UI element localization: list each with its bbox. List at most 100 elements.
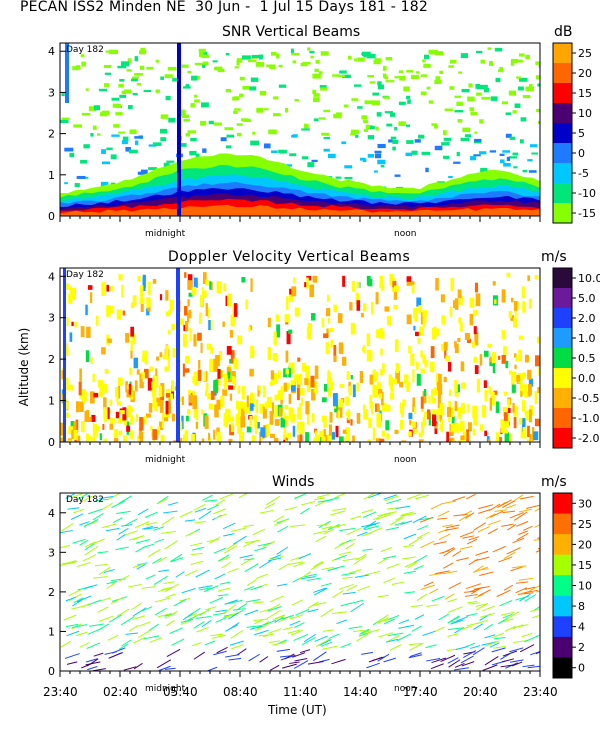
wind-barb <box>361 523 377 528</box>
doppler-cell <box>135 413 138 422</box>
doppler-cell <box>300 421 305 434</box>
doppler-cell <box>119 410 125 415</box>
doppler-cell <box>479 354 483 366</box>
colorbar-swatch <box>553 554 572 576</box>
colorbar-label: 30 <box>578 497 592 510</box>
doppler-cell <box>218 370 224 378</box>
snr-cell <box>420 74 428 77</box>
doppler-cell <box>301 397 304 406</box>
doppler-cell <box>476 378 481 393</box>
colorbar-label: 25 <box>578 47 592 60</box>
doppler-cell <box>230 371 236 381</box>
colorbar-label: 8 <box>578 600 585 613</box>
snr-cell <box>64 147 74 152</box>
snr-cell <box>454 95 462 98</box>
doppler-cell <box>152 374 155 386</box>
wind-barb <box>511 565 527 569</box>
doppler-cell <box>327 317 331 324</box>
doppler-cell <box>469 297 475 308</box>
doppler-cell <box>412 369 415 383</box>
snr-cell <box>516 76 522 79</box>
wind-barb <box>103 568 115 574</box>
doppler-cell <box>528 298 532 309</box>
doppler-cell <box>61 370 64 380</box>
snr-cell <box>458 71 463 74</box>
doppler-cell <box>205 279 209 286</box>
doppler-cell <box>136 369 140 375</box>
wind-barb <box>394 521 405 526</box>
day-label: Day 182 <box>66 495 104 505</box>
doppler-cell <box>394 429 399 435</box>
wind-barb <box>426 657 441 662</box>
wind-barb <box>244 586 254 591</box>
wind-barb <box>213 650 227 656</box>
doppler-cell <box>369 350 373 360</box>
snr-cell <box>276 53 280 59</box>
doppler-cell <box>333 304 338 313</box>
wind-barb <box>123 530 138 537</box>
wind-barb <box>298 571 312 580</box>
doppler-cell <box>121 284 124 297</box>
wind-barb <box>164 610 178 619</box>
wind-barb <box>491 632 505 639</box>
snr-cell <box>377 84 384 90</box>
colorbar-label: -15 <box>578 207 596 220</box>
doppler-cell <box>328 424 332 436</box>
snr-cell <box>234 108 241 111</box>
snr-cell <box>236 58 243 63</box>
wind-barb <box>158 612 173 618</box>
wind-barb <box>400 511 414 516</box>
snr-cell <box>512 110 517 114</box>
doppler-cell <box>306 413 310 425</box>
wind-barb <box>86 658 99 667</box>
doppler-cell <box>257 385 260 397</box>
snr-cell <box>258 55 263 60</box>
snr-cell <box>403 86 410 92</box>
wind-barb <box>440 654 456 663</box>
wind-barb <box>345 542 355 550</box>
wind-barb <box>248 653 260 662</box>
wind-barb <box>493 645 506 649</box>
doppler-cell <box>436 372 440 387</box>
doppler-cell <box>160 383 165 397</box>
wind-barb <box>444 593 455 600</box>
wind-barb <box>268 603 280 611</box>
colorbar-label: 10 <box>578 107 592 120</box>
doppler-cell <box>447 361 452 372</box>
wind-barb <box>76 493 88 501</box>
doppler-cell <box>450 278 454 291</box>
wind-barb <box>153 526 165 531</box>
wind-barb <box>276 648 291 652</box>
wind-barb <box>191 546 205 551</box>
snr-cell <box>307 162 315 168</box>
snr-cell <box>363 53 367 58</box>
wind-barb <box>123 666 137 671</box>
wind-barb <box>425 644 437 649</box>
doppler-cell <box>370 301 374 315</box>
doppler-cell <box>139 417 144 431</box>
doppler-cell <box>450 423 455 432</box>
wind-barb <box>277 525 289 533</box>
noon-label: noon <box>394 229 416 239</box>
doppler-cell <box>451 415 455 426</box>
wind-barb <box>388 634 400 642</box>
wind-barb <box>167 502 178 506</box>
doppler-cell <box>439 423 444 430</box>
snr-cell <box>512 152 519 156</box>
doppler-cell <box>184 368 190 373</box>
wind-barb <box>488 503 501 512</box>
snr-cell <box>448 176 453 179</box>
wind-barb <box>385 526 400 531</box>
wind-barb <box>400 520 413 525</box>
snr-panel-title: SNR Vertical Beams <box>222 24 361 40</box>
doppler-cell <box>152 429 158 440</box>
doppler-cell <box>79 393 82 399</box>
wind-barb <box>202 494 213 501</box>
doppler-cell <box>213 358 218 372</box>
wind-barb <box>312 602 327 607</box>
doppler-cell <box>333 355 337 363</box>
wind-barb <box>519 593 531 602</box>
doppler-cell <box>187 312 190 323</box>
doppler-cell <box>454 422 459 433</box>
snr-cell <box>118 84 124 88</box>
